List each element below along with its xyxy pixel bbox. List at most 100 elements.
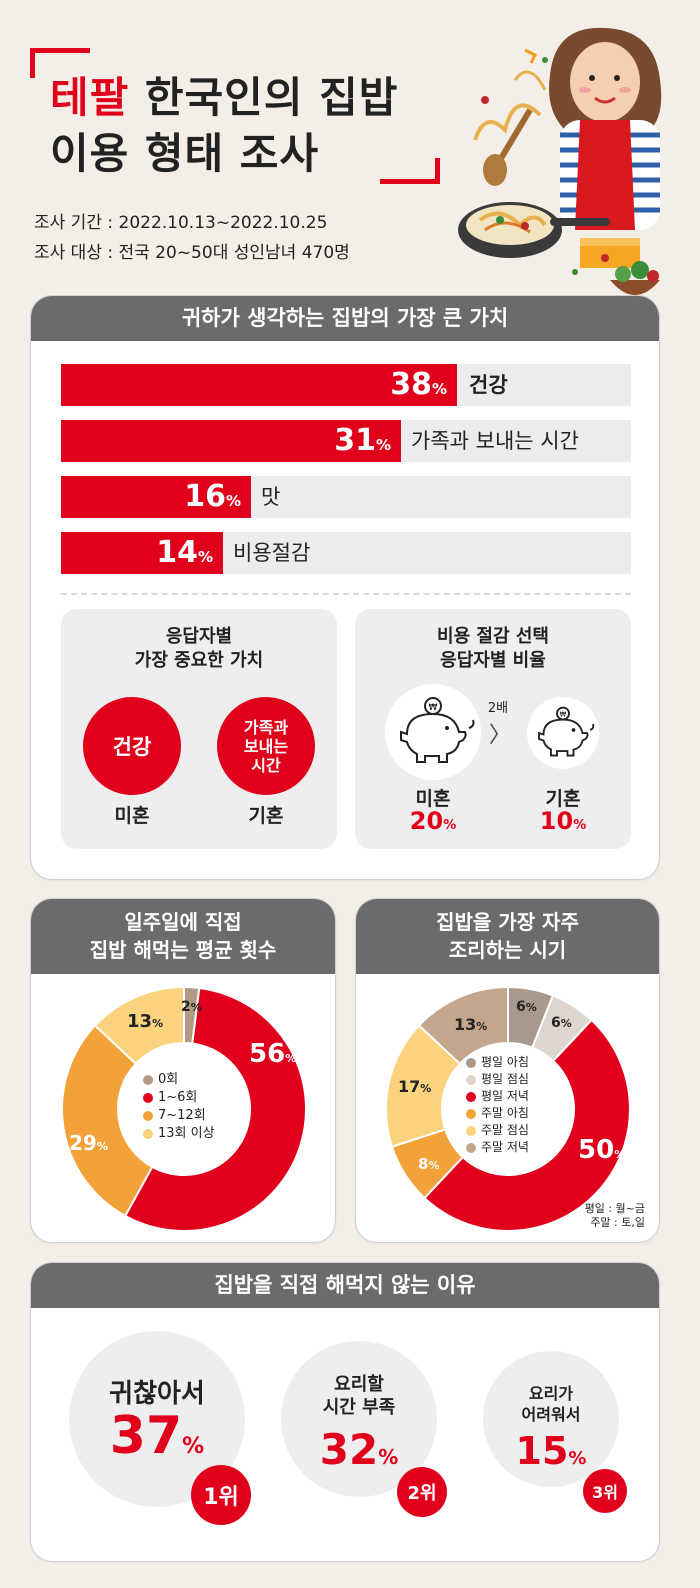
donut-unit: % xyxy=(190,1001,202,1014)
single-caption: 미혼 xyxy=(114,805,150,827)
sub-title-line2: 가장 중요한 가치 xyxy=(134,650,264,671)
circle-line: 가족과 xyxy=(243,717,289,737)
donut-slice xyxy=(417,985,509,1066)
bar-value: 38 xyxy=(390,367,432,402)
coin-symbol: ₩ xyxy=(560,711,567,719)
donut-value: 6 xyxy=(516,999,526,1015)
bar-label-cost: 비용절감 xyxy=(233,541,311,565)
note-line: 주말 : 토,일 xyxy=(590,1216,645,1229)
bar-cost: 14% xyxy=(61,532,223,574)
weekly-cooking-legend: 0회 1~6회 7~12회 13회 이상 xyxy=(143,1071,215,1143)
donut-label-13plus: 13% xyxy=(127,1011,163,1032)
cost-saving-ratio-box: 비용 절감 선택 응답자별 비율 ₩ 2배 〉 ₩ 미혼 기혼 2 xyxy=(355,609,631,849)
legend-item: 주말 아침 xyxy=(466,1105,529,1122)
pct-unit: % xyxy=(573,818,587,833)
legend-item: 0회 xyxy=(143,1071,215,1089)
donut-unit: % xyxy=(285,1052,297,1065)
donut-label-weekend-lunch: 17% xyxy=(398,1077,431,1096)
survey-meta: 조사 기간 : 2022.10.13~2022.10.25 조사 대상 : 전국… xyxy=(34,208,350,268)
bar-unit: % xyxy=(225,492,241,510)
reason-label-1: 귀찮아서 xyxy=(109,1379,205,1409)
panel-title-line2: 조리하는 시기 xyxy=(448,938,567,962)
legend-item: 평일 점심 xyxy=(466,1071,529,1088)
bar-family: 31% xyxy=(61,420,401,462)
value-panel-title: 귀하가 생각하는 집밥의 가장 큰 가치 xyxy=(31,296,659,341)
legend-swatch xyxy=(466,1142,476,1153)
pct-unit: % xyxy=(182,1434,205,1459)
donut-value: 56 xyxy=(249,1039,286,1069)
weekly-cooking-panel: 일주일에 직접 집밥 해먹는 평균 횟수 0회 1~6회 7~12회 13회 이… xyxy=(30,898,336,1243)
legend-label: 7~12회 xyxy=(158,1108,206,1123)
donut-value: 13 xyxy=(454,1015,477,1034)
donut-slice xyxy=(93,985,185,1066)
legend-label: 주말 점심 xyxy=(481,1123,529,1137)
donut-label-7to12: 29% xyxy=(69,1131,108,1155)
donut-unit: % xyxy=(614,1148,626,1161)
bar-unit: % xyxy=(375,436,391,454)
legend-label: 0회 xyxy=(158,1072,179,1087)
pct-value: 20 xyxy=(409,807,444,835)
piggy-bank-icon: ₩ xyxy=(538,706,595,757)
value-panel: 귀하가 생각하는 집밥의 가장 큰 가치 38% 건강 31% 가족과 보내는 … xyxy=(30,295,660,880)
donut-slice xyxy=(423,1018,631,1232)
bar-row-taste: 16% 맛 xyxy=(61,476,631,518)
legend-item: 1~6회 xyxy=(143,1089,215,1107)
reasons-title: 집밥을 직접 해먹지 않는 이유 xyxy=(31,1263,659,1308)
legend-label: 13회 이상 xyxy=(158,1126,215,1141)
donut-value: 17 xyxy=(398,1077,421,1096)
legend-label: 평일 점심 xyxy=(481,1072,529,1086)
circle-line: 보내는 xyxy=(243,736,289,756)
bar-row-family: 31% 가족과 보내는 시간 xyxy=(61,420,631,462)
note-line: 평일 : 월~금 xyxy=(584,1202,645,1215)
donut-value: 8 xyxy=(418,1155,429,1173)
compare-label: 2배 xyxy=(487,701,509,716)
legend-swatch xyxy=(143,1075,153,1085)
donut-unit: % xyxy=(152,1017,164,1030)
reason-pct-1: 37% xyxy=(69,1406,245,1466)
reason-circle-3 xyxy=(483,1351,619,1487)
panel-title-line1: 집밥을 가장 자주 xyxy=(436,910,579,934)
sub-title-line2: 응답자별 비율 xyxy=(440,650,546,671)
bar-row-cost: 14% 비용절감 xyxy=(61,532,631,574)
legend-swatch xyxy=(143,1111,153,1121)
title-bracket-top xyxy=(30,48,90,78)
big-piggy-circle: ₩ xyxy=(385,684,481,780)
donut-unit: % xyxy=(476,1020,488,1033)
pct-unit: % xyxy=(443,818,457,833)
legend-label: 주말 아침 xyxy=(481,1106,529,1120)
value-by-respondent-title: 응답자별 가장 중요한 가치 xyxy=(61,625,337,673)
bar-label-family: 가족과 보내는 시간 xyxy=(411,429,579,453)
legend-swatch xyxy=(466,1108,476,1119)
married-caption: 기혼 xyxy=(248,805,284,827)
reasons-panel: 집밥을 직접 해먹지 않는 이유 귀찮아서 37% 1위 요리할 시간 부족 3… xyxy=(30,1262,660,1562)
legend-item: 주말 점심 xyxy=(466,1122,529,1139)
donut-label-weekday-lunch: 6% xyxy=(551,1015,572,1031)
weekly-cooking-title: 일주일에 직접 집밥 해먹는 평균 횟수 xyxy=(31,899,335,974)
donut-value: 29 xyxy=(69,1131,97,1155)
donut-value: 2 xyxy=(181,999,191,1015)
legend-item: 평일 아침 xyxy=(466,1054,529,1071)
rank-badge-1: 1위 xyxy=(191,1465,251,1525)
bar-taste: 16% xyxy=(61,476,251,518)
cooking-time-donut-chart xyxy=(385,985,631,1232)
cooking-time-panel: 집밥을 가장 자주 조리하는 시기 평일 아침 평일 점심 평일 저녁 주말 아… xyxy=(355,898,660,1243)
donut-unit: % xyxy=(525,1001,537,1014)
title-line2: 이용 형태 조사 xyxy=(50,129,320,178)
donut-label-weekday-morning: 6% xyxy=(516,999,537,1015)
donut-unit: % xyxy=(560,1017,572,1030)
weekly-cooking-donut-chart xyxy=(61,985,307,1232)
donut-label-weekend-dinner: 13% xyxy=(454,1015,487,1034)
legend-item: 13회 이상 xyxy=(143,1125,215,1143)
donut-label-weekday-dinner: 50% xyxy=(578,1135,625,1165)
bar-label-taste: 맛 xyxy=(261,485,281,509)
pct-value: 32 xyxy=(319,1425,379,1474)
bar-value: 31 xyxy=(334,423,376,458)
cooking-woman-illustration xyxy=(458,27,662,295)
reason-label-2: 요리할 시간 부족 xyxy=(281,1373,437,1419)
legend-item: 주말 저녁 xyxy=(466,1139,529,1156)
bar-unit: % xyxy=(431,380,447,398)
pct-unit: % xyxy=(378,1445,399,1469)
legend-swatch xyxy=(143,1129,153,1139)
legend-item: 평일 저녁 xyxy=(466,1088,529,1105)
family-time-circle: 가족과 보내는 시간 xyxy=(217,697,315,795)
